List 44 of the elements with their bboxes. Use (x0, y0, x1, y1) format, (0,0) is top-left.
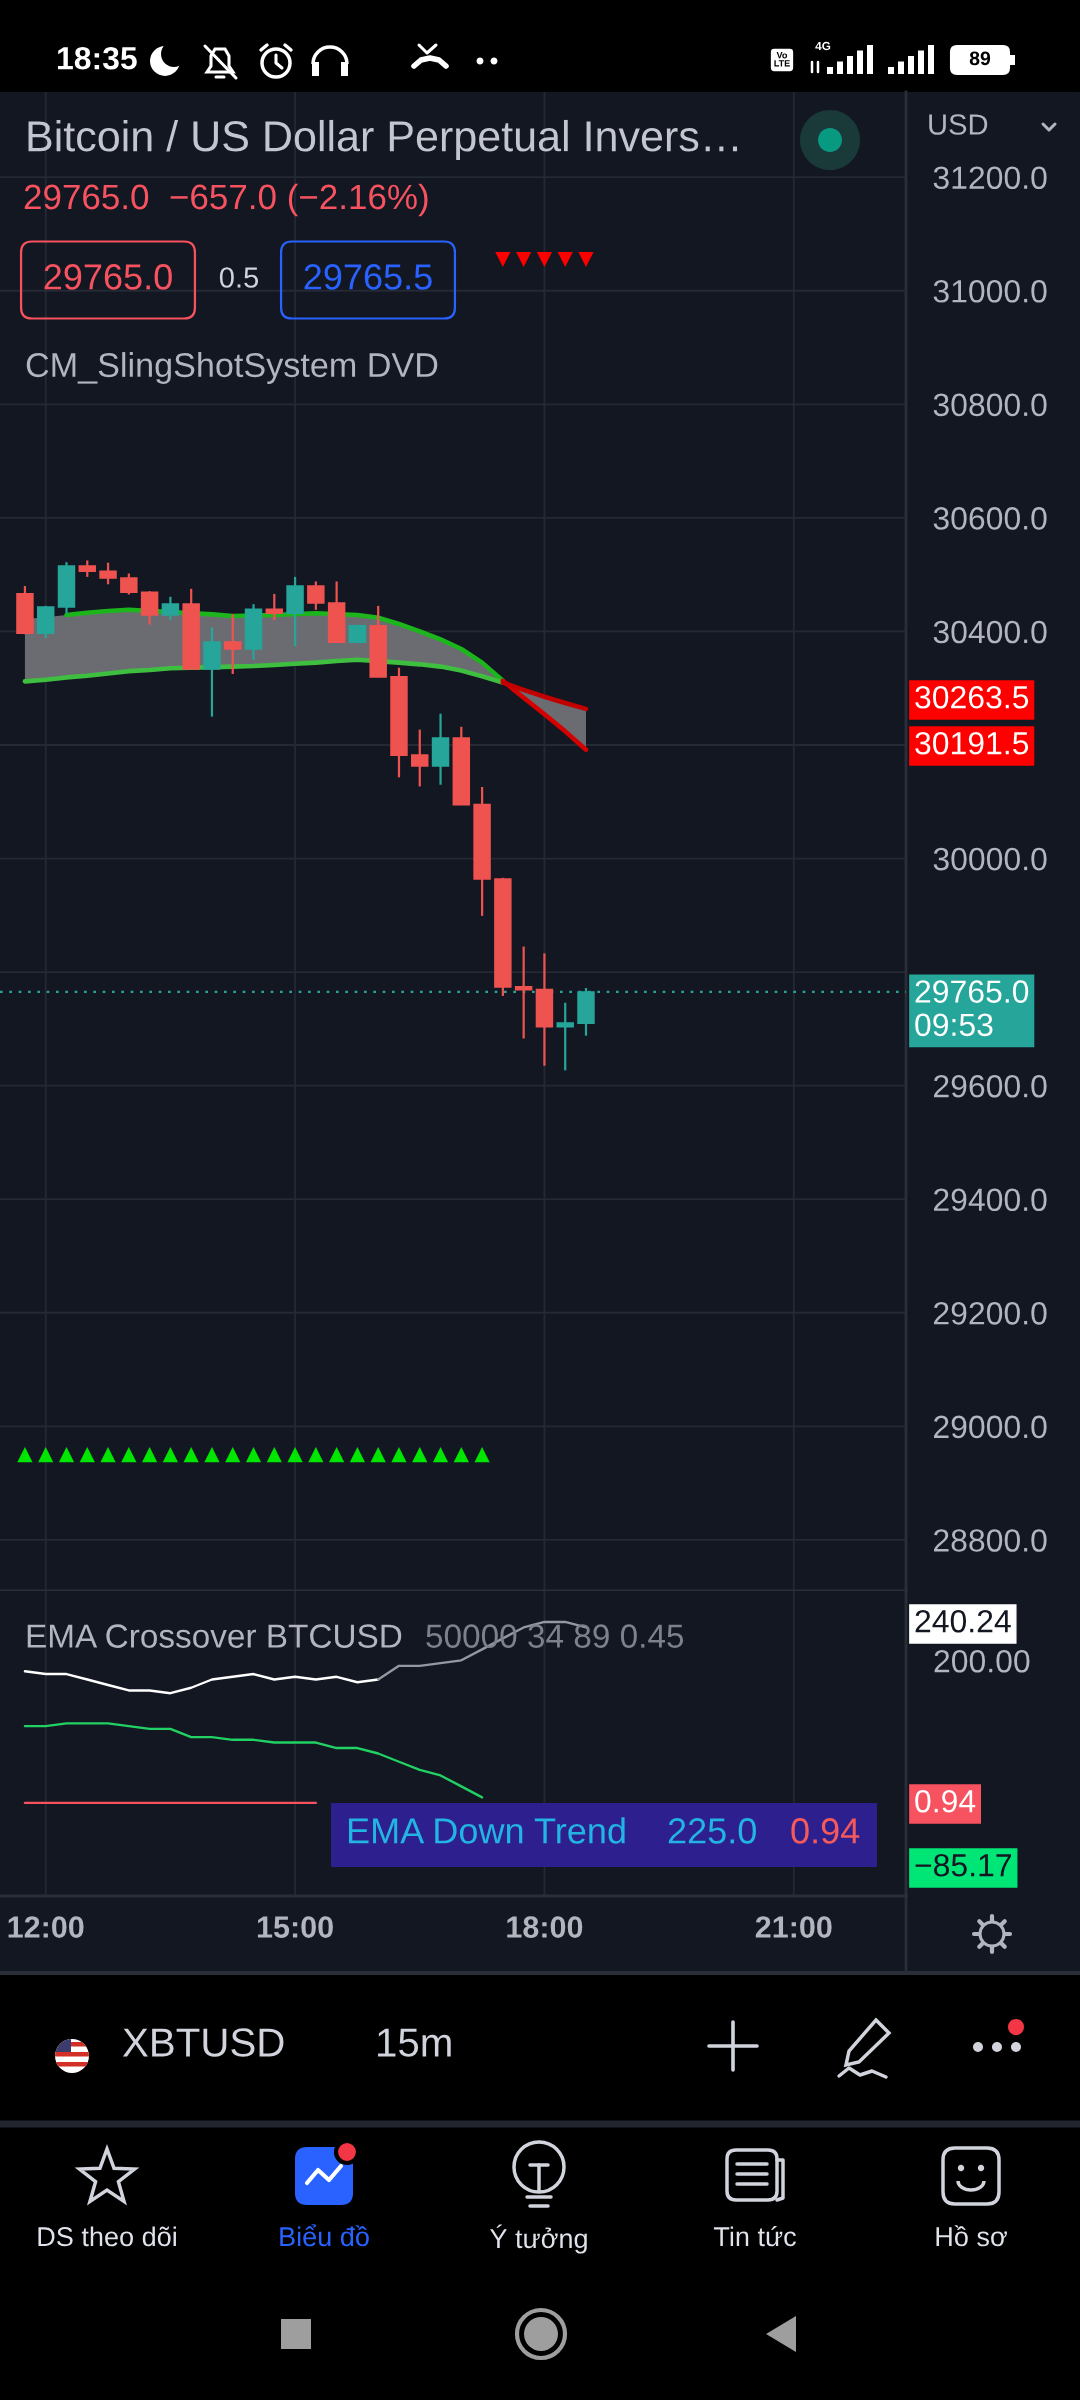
text: Hồ sơ (936, 2225, 1007, 2247)
annotation: 0.94 (791, 1818, 860, 1844)
text: Ý tưởng (490, 2224, 587, 2254)
annotation: 225.0 (668, 1818, 756, 1844)
chart-title: EMA Crossover BTCUSD (27, 1624, 402, 1648)
y-tick-label: 29400.0 (934, 1188, 1047, 1212)
annotation: 29765.0 (44, 264, 172, 290)
y-tick-label: 30600.0 (933, 507, 1047, 530)
text: 30191.5 (915, 731, 1029, 755)
annotation: 29765.5 (304, 264, 432, 290)
y-tick-label: 30000.0 (933, 847, 1047, 871)
text: 0.94 (915, 1789, 976, 1813)
text: XBTUSD (122, 2028, 284, 2057)
x-tick-label: 15:00 (257, 1916, 333, 1938)
text: 18:35 (58, 46, 137, 70)
text: Bitcoin / US Dollar Perpetual Invers… (28, 119, 738, 161)
ref-line-label: 29765.0 09:53 (915, 980, 1029, 1037)
y-tick-label: 29600.0 (934, 1074, 1047, 1098)
annotation: EMA Down Trend (348, 1817, 625, 1844)
text: 15m (378, 2028, 451, 2057)
y-tick-label: 30800.0 (933, 393, 1047, 417)
text: Biểu đồ (280, 2224, 369, 2247)
text: 29765.0 −657.0 (−2.16%) (24, 183, 428, 217)
y-tick-label: 29000.0 (934, 1415, 1047, 1439)
text: 4G (815, 41, 831, 51)
y-tick-label: 30400.0 (933, 620, 1047, 644)
annotation: 0.5 (219, 267, 259, 288)
text: DS theo dõi (38, 2226, 176, 2247)
x-tick-label: 12:00 (8, 1916, 84, 1938)
x-tick-label: 18:00 (507, 1916, 583, 1938)
annotation: CM_SlingShotSystem DVD (26, 352, 438, 384)
text: 30263.5 (915, 685, 1029, 709)
text: 200.00 (934, 1649, 1030, 1673)
text: −85.17 (915, 1853, 1011, 1877)
text: 240.24 (915, 1609, 1011, 1633)
y-axis-title: USD (929, 114, 988, 135)
y-tick-label: 31200.0 (933, 166, 1047, 190)
text: 89 (969, 51, 991, 66)
y-tick-label: 29200.0 (934, 1302, 1047, 1325)
text: Tin tức (713, 2226, 796, 2247)
text: Vo LTE (774, 52, 790, 67)
y-tick-label: 31000.0 (933, 280, 1047, 303)
x-tick-label: 21:00 (755, 1916, 832, 1938)
y-tick-label: 28800.0 (934, 1529, 1047, 1552)
